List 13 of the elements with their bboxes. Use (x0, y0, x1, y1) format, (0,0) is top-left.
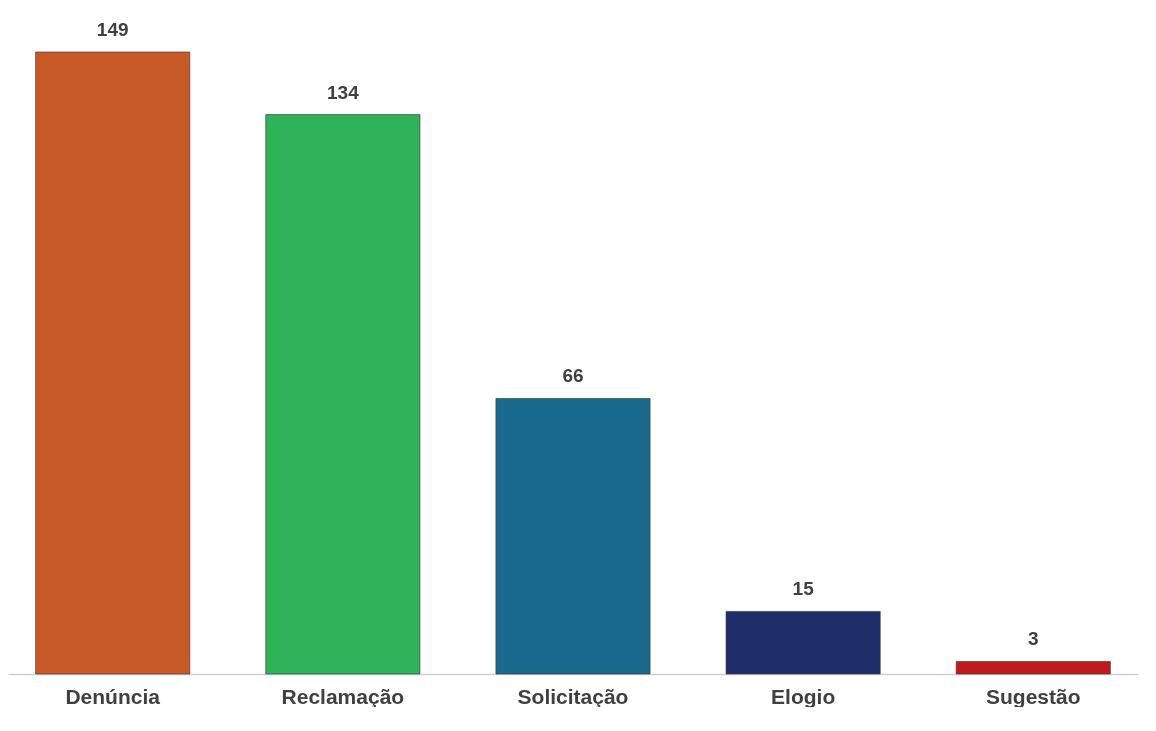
bar (725, 611, 881, 675)
x-tick-label: Denúncia (65, 684, 161, 708)
data-label: 66 (562, 365, 584, 387)
bar (955, 661, 1111, 675)
x-tick-label: Reclamação (281, 684, 405, 708)
data-label: 149 (96, 18, 129, 40)
data-label: 134 (327, 81, 360, 103)
bar (495, 398, 651, 675)
data-label: 15 (792, 578, 815, 600)
x-tick-label: Solicitação (517, 684, 629, 708)
bar (265, 114, 421, 675)
bar (35, 51, 191, 675)
data-label: 3 (1028, 628, 1039, 650)
